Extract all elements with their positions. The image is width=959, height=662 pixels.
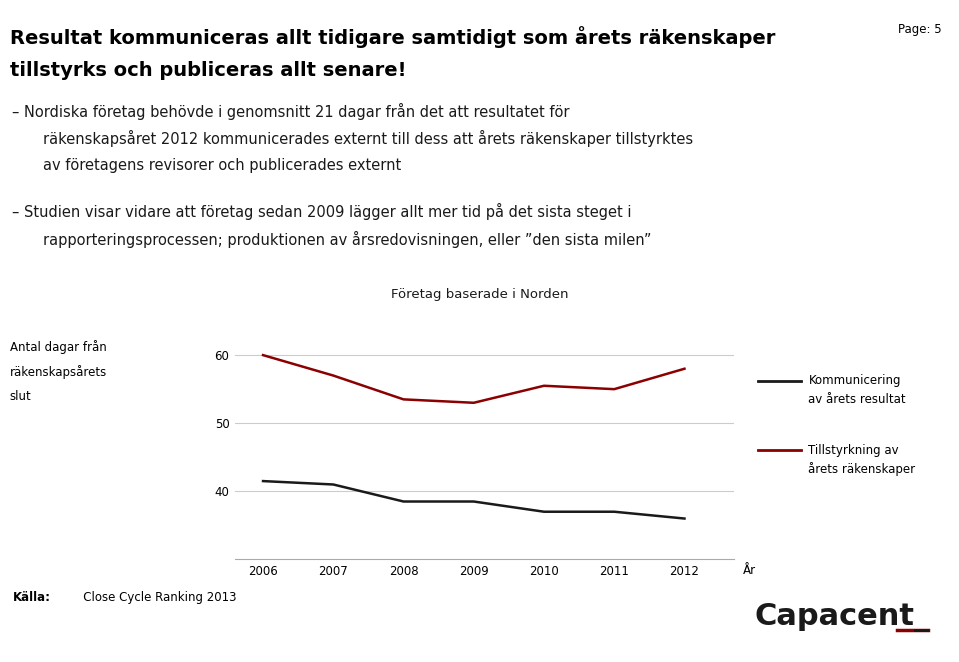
- Text: slut: slut: [10, 391, 32, 403]
- Text: räkenskapsårets: räkenskapsårets: [10, 365, 106, 379]
- Text: Capacent_: Capacent_: [755, 603, 930, 632]
- Text: tillstyrks och publiceras allt senare!: tillstyrks och publiceras allt senare!: [10, 61, 406, 80]
- Text: rapporteringsprocessen; produktionen av årsredovisningen, eller ”den sista milen: rapporteringsprocessen; produktionen av …: [43, 230, 652, 248]
- Text: Företag baserade i Norden: Företag baserade i Norden: [390, 288, 569, 301]
- Text: av företagens revisorer och publicerades externt: av företagens revisorer och publicerades…: [43, 158, 402, 173]
- Text: Close Cycle Ranking 2013: Close Cycle Ranking 2013: [72, 591, 237, 604]
- Text: av årets resultat: av årets resultat: [808, 393, 906, 406]
- Text: räkenskapsåret 2012 kommunicerades externt till dess att årets räkenskaper tills: räkenskapsåret 2012 kommunicerades exter…: [43, 130, 693, 148]
- Text: Kommunicering: Kommunicering: [808, 374, 901, 387]
- Text: Resultat kommuniceras allt tidigare samtidigt som årets räkenskaper: Resultat kommuniceras allt tidigare samt…: [10, 26, 775, 48]
- Text: Källa:: Källa:: [12, 591, 51, 604]
- Text: – Nordiska företag behövde i genomsnitt 21 dagar från det att resultatet för: – Nordiska företag behövde i genomsnitt …: [12, 103, 570, 120]
- Text: År: År: [743, 564, 757, 577]
- Text: Antal dagar från: Antal dagar från: [10, 340, 106, 354]
- Text: – Studien visar vidare att företag sedan 2009 lägger allt mer tid på det sista s: – Studien visar vidare att företag sedan…: [12, 203, 632, 220]
- Text: årets räkenskaper: årets räkenskaper: [808, 462, 916, 476]
- Text: Tillstyrkning av: Tillstyrkning av: [808, 444, 899, 457]
- Text: Page: 5: Page: 5: [898, 23, 942, 36]
